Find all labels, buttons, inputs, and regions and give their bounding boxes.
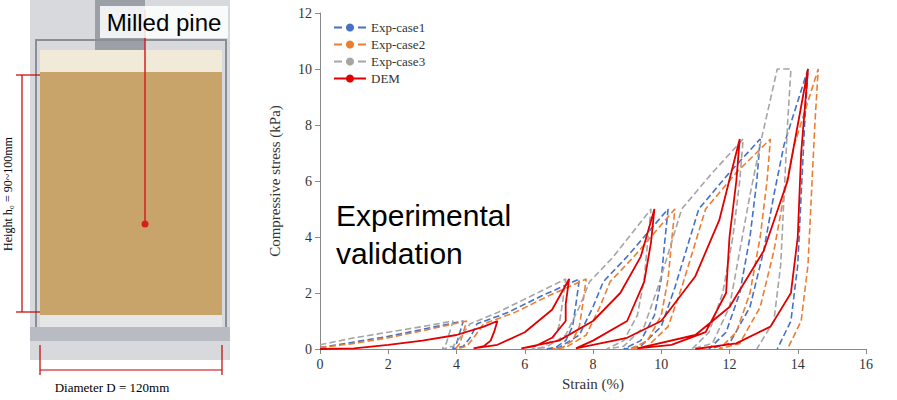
svg-text:Height h₀ = 90~100mm: Height h₀ = 90~100mm <box>1 136 15 250</box>
svg-text:2: 2 <box>305 286 312 301</box>
svg-text:10: 10 <box>654 357 668 372</box>
svg-text:Milled pine: Milled pine <box>107 9 222 36</box>
svg-text:4: 4 <box>453 357 460 372</box>
svg-text:8: 8 <box>305 118 312 133</box>
svg-text:Exp-case3: Exp-case3 <box>371 54 425 69</box>
svg-text:6: 6 <box>521 357 528 372</box>
svg-text:4: 4 <box>305 230 312 245</box>
svg-text:14: 14 <box>791 357 805 372</box>
svg-text:Exp-case1: Exp-case1 <box>371 20 425 35</box>
svg-text:Exp-case2: Exp-case2 <box>371 37 425 52</box>
svg-text:validation: validation <box>336 237 463 270</box>
svg-text:Experimental: Experimental <box>336 199 511 232</box>
svg-text:0: 0 <box>305 342 312 357</box>
svg-text:DEM: DEM <box>371 71 400 86</box>
svg-text:10: 10 <box>298 62 312 77</box>
svg-text:12: 12 <box>298 6 312 21</box>
svg-text:8: 8 <box>590 357 597 372</box>
svg-text:Diameter D = 120mm: Diameter D = 120mm <box>55 380 170 395</box>
svg-text:0: 0 <box>317 357 324 372</box>
svg-text:12: 12 <box>723 357 737 372</box>
svg-text:6: 6 <box>305 174 312 189</box>
svg-text:2: 2 <box>385 357 392 372</box>
svg-text:Compressive stress (kPa): Compressive stress (kPa) <box>267 105 284 257</box>
svg-text:Strain (%): Strain (%) <box>562 376 624 393</box>
svg-text:16: 16 <box>859 357 873 372</box>
